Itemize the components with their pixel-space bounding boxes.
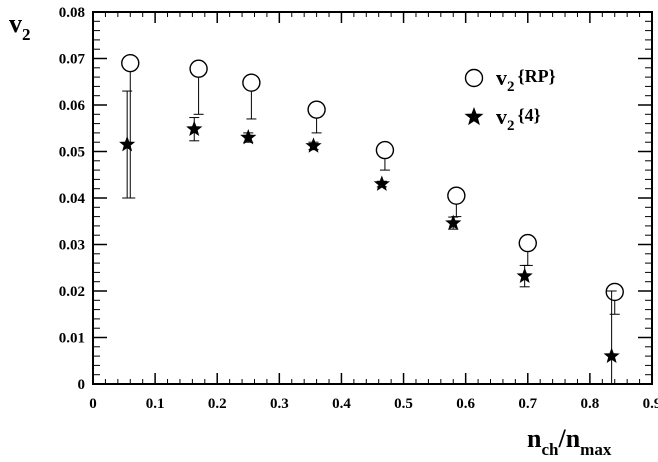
tick-labels: 0 0.1 0.2 0.3 0.4 0.5 0.6 0.7 0.8 0.9 0 0.01 0.02 0.0…: [59, 5, 658, 412]
x-tick-label: 0.3: [270, 396, 289, 412]
x-tick-label: 0.7: [518, 396, 537, 412]
data-point-four: [186, 120, 203, 137]
x-tick-label: 0.6: [456, 396, 475, 412]
data-layer: [119, 53, 624, 385]
x-tick-label: 0.5: [394, 396, 413, 412]
data-point-four: [445, 214, 462, 230]
legend-item-four: [464, 107, 484, 126]
legend-label-rp: v2{RP}: [496, 65, 556, 95]
x-tick-label: 0.8: [581, 396, 600, 412]
x-axis-label: nch/nmax: [527, 424, 612, 459]
data-point-four: [305, 137, 322, 153]
axis-ticks: [92, 11, 653, 385]
data-point-four: [603, 347, 620, 363]
y-tick-label: 0.06: [59, 98, 86, 114]
data-point-rp: [307, 100, 326, 119]
data-point-four: [516, 267, 533, 283]
y-tick-label: 0.01: [59, 331, 85, 347]
legend-marker-rp: [464, 68, 484, 88]
data-point-rp: [375, 140, 395, 160]
legend: v2{RP} v2{4}: [464, 65, 556, 134]
data-point-rp: [447, 186, 466, 205]
data-point-four: [373, 175, 390, 191]
y-tick-label: 0.04: [59, 191, 86, 207]
legend-item-rp: [464, 68, 484, 88]
y-tick-label: 0.03: [59, 238, 85, 254]
data-point-rp: [189, 59, 208, 78]
data-point-rp: [605, 282, 624, 302]
data-point-four: [119, 136, 136, 152]
y-tick-label: 0: [78, 377, 86, 393]
x-tick-label: 0.4: [332, 396, 351, 412]
y-tick-label: 0.08: [59, 5, 85, 21]
y-tick-label: 0.05: [59, 145, 85, 161]
legend-marker-four: [464, 107, 484, 126]
x-tick-label: 0.9: [643, 396, 658, 412]
y-tick-label: 0.07: [59, 52, 86, 68]
data-point-rp: [121, 53, 140, 73]
data-point-rp: [518, 233, 537, 253]
data-point-rp: [242, 73, 261, 92]
y-axis-label: v2: [9, 9, 31, 44]
x-tick-label: 0.2: [208, 396, 227, 412]
x-tick-label: 0: [89, 396, 97, 412]
series-four: [119, 90, 620, 385]
x-tick-label: 0.1: [146, 396, 165, 412]
series-rp: [121, 53, 624, 315]
y-tick-label: 0.02: [59, 284, 85, 300]
legend-label-four: v2{4}: [496, 104, 541, 134]
data-point-four: [240, 129, 257, 145]
plot-frame: [92, 11, 653, 385]
